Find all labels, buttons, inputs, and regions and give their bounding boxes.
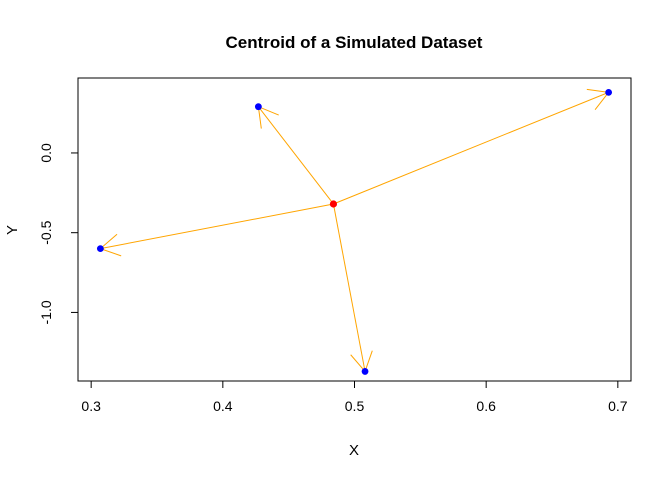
x-axis-label: X [349,442,359,459]
data-point [605,88,613,96]
data-point [96,245,104,253]
x-axis: 0.3 0.4 0.5 0.6 0.7 [81,380,628,414]
y-tick-label: -0.5 [38,220,54,244]
arrow-shaft [333,91,609,205]
x-tick-label: 0.3 [81,398,101,414]
arrow-shaft [332,203,366,372]
arrow-shaft [257,106,334,205]
x-tick-label: 0.7 [608,398,628,414]
arrow-head [100,248,122,257]
arrow-head [258,106,279,116]
y-axis-label: Y [4,225,21,235]
x-tick-label: 0.6 [476,398,496,414]
arrow-head [350,354,366,372]
arrow-shaft [100,203,334,250]
arrows-layer [100,88,610,372]
arrow-head [586,88,609,93]
x-tick-label: 0.5 [345,398,365,414]
x-tick-label: 0.4 [213,398,233,414]
plot-area-frame [77,77,632,382]
y-tick-label: 0.0 [38,143,54,163]
centroid-point [329,200,338,208]
arrow-head [100,233,118,250]
arrow-head [364,350,373,372]
arrow-head [594,92,610,111]
points-layer [96,88,613,375]
arrow-head [257,106,262,129]
data-point [254,103,262,111]
chart-title: Centroid of a Simulated Dataset [226,33,483,52]
y-axis: -1.0 -0.5 0.0 [38,143,79,324]
y-tick-label: -1.0 [38,300,54,324]
data-point [361,368,369,375]
